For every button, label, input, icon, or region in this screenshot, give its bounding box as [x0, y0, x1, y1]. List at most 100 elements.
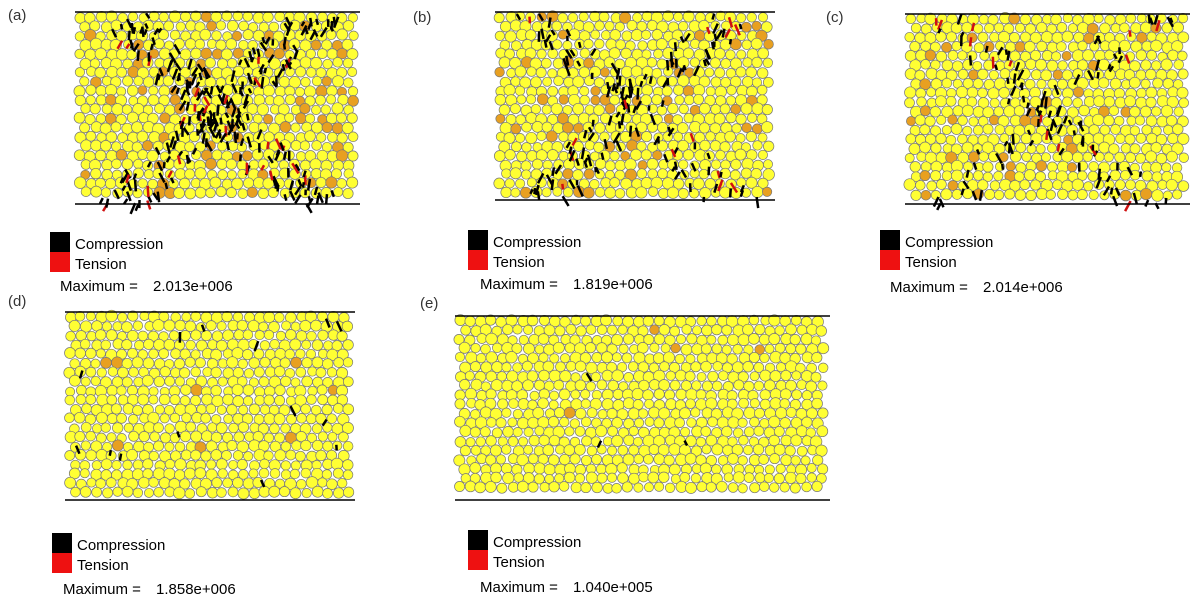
particle: [1035, 160, 1048, 172]
particle: [115, 113, 127, 126]
force-chain: [1008, 60, 1013, 67]
particle: [658, 407, 671, 420]
particle: [1098, 141, 1111, 154]
particle: [510, 187, 521, 198]
force-chain: [321, 418, 328, 427]
particle: [710, 76, 722, 88]
particle: [536, 131, 547, 142]
particle: [621, 481, 633, 493]
force-chain: [536, 172, 545, 184]
particle: [634, 417, 645, 428]
tension-swatch: [880, 250, 900, 270]
particle: [184, 488, 196, 499]
particle: [762, 140, 775, 152]
particle: [801, 390, 813, 401]
particle: [296, 478, 307, 490]
force-chain: [156, 161, 164, 172]
particle: [664, 482, 676, 493]
particle: [143, 338, 155, 350]
force-chain: [1041, 90, 1047, 101]
particle: [289, 338, 302, 351]
particle: [1056, 78, 1068, 90]
particle: [300, 76, 311, 88]
particle: [690, 407, 701, 418]
particle: [164, 375, 176, 387]
particle: [476, 390, 488, 402]
particle: [673, 131, 684, 142]
particle: [1140, 187, 1153, 201]
particle: [646, 19, 658, 32]
particle: [617, 324, 628, 335]
particle: [1118, 39, 1131, 52]
particle: [158, 94, 170, 107]
particle: [169, 412, 181, 424]
particle: [112, 321, 123, 332]
force-chain: [268, 170, 274, 181]
particle: [641, 84, 654, 96]
particle: [535, 67, 547, 78]
force-chain: [569, 49, 576, 57]
particle: [745, 131, 757, 143]
force-chain: [196, 63, 204, 73]
particle: [508, 398, 519, 409]
particle: [338, 431, 349, 443]
particle: [503, 84, 516, 97]
particle: [320, 104, 331, 115]
particle: [253, 348, 265, 360]
particle: [580, 389, 591, 400]
particle: [84, 113, 96, 126]
particle: [578, 11, 589, 22]
particle: [217, 141, 228, 152]
particle: [238, 469, 249, 480]
particle: [737, 455, 748, 466]
particle: [585, 324, 597, 335]
particle: [500, 462, 513, 475]
particle: [1047, 170, 1058, 181]
particle: [700, 343, 712, 355]
particle: [709, 140, 722, 152]
particle: [341, 122, 354, 134]
particle: [762, 186, 773, 197]
particle: [164, 486, 176, 498]
particle: [962, 125, 973, 136]
particle: [622, 333, 635, 345]
force-chain: [294, 185, 302, 196]
particle: [720, 58, 732, 69]
particle: [682, 47, 695, 59]
maximum-value: 1.858e+006: [156, 581, 236, 596]
particle: [215, 422, 228, 434]
force-chain: [312, 29, 319, 38]
force-chain: [603, 138, 609, 150]
particle: [74, 347, 86, 359]
particle: [532, 406, 545, 419]
force-chain: [267, 155, 274, 164]
force-chain: [165, 155, 172, 163]
particle: [1136, 13, 1147, 24]
force-chain: [580, 147, 586, 160]
particle: [80, 376, 91, 387]
particle: [310, 319, 322, 332]
particle: [590, 29, 601, 40]
particle: [296, 413, 307, 424]
force-chain: [719, 171, 723, 178]
particle: [951, 41, 962, 52]
particle: [753, 425, 765, 437]
particle: [659, 361, 670, 372]
particle: [200, 47, 213, 60]
particle: [1093, 13, 1104, 24]
particle: [470, 343, 481, 354]
particle: [711, 443, 724, 456]
particle: [1015, 142, 1027, 154]
force-chain: [965, 169, 970, 178]
force-chain: [74, 445, 81, 455]
particle: [459, 445, 471, 457]
particle: [727, 333, 740, 347]
force-chain: [1126, 166, 1134, 176]
particle: [458, 341, 471, 354]
force-chain: [178, 100, 187, 111]
force-chain: [146, 185, 150, 198]
particle: [595, 425, 608, 438]
particle: [539, 482, 550, 493]
particle: [317, 329, 329, 341]
particle: [142, 140, 154, 152]
